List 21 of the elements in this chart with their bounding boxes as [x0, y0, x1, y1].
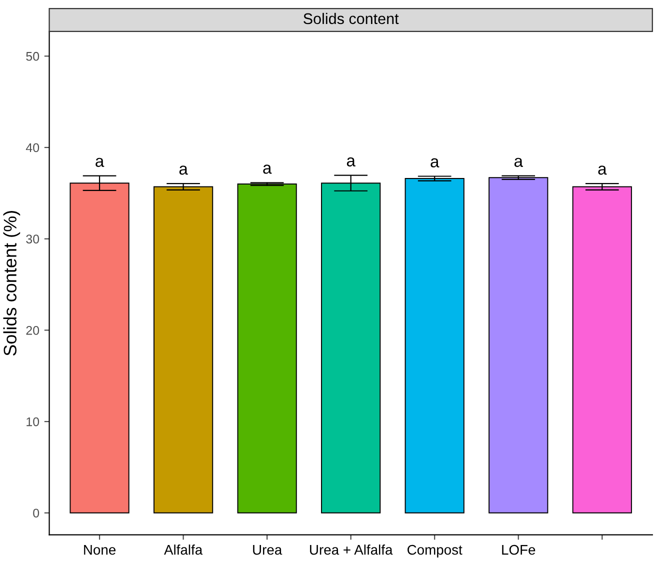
annotation: a — [430, 158, 440, 168]
y-tick-label: 40 — [26, 143, 40, 152]
x-tick-label: Urea — [253, 545, 282, 555]
y-axis-title: Solids content (%) — [3, 211, 20, 356]
x-tick-label: LOFe — [502, 544, 536, 555]
annotation: a — [598, 166, 607, 175]
x-tick-label: None — [84, 545, 116, 555]
y-tick-label: 20 — [26, 326, 40, 335]
y-tick-label: 30 — [26, 234, 40, 244]
x-tick-label: Alfalfa — [164, 544, 203, 555]
annotation: a — [179, 166, 188, 175]
y-tick-label: 0 — [33, 508, 40, 518]
chart-title: Solids content — [304, 12, 399, 24]
y-tick-label: 50 — [26, 52, 40, 61]
x-tick-label: Urea + Alfalfa — [310, 544, 393, 555]
y-tick-label: 10 — [26, 417, 40, 426]
x-tick-label: Compost — [408, 544, 462, 558]
annotation: a — [514, 158, 524, 167]
annotation: a — [263, 164, 272, 174]
annotation: a — [96, 158, 104, 167]
annotation: a — [346, 157, 356, 166]
